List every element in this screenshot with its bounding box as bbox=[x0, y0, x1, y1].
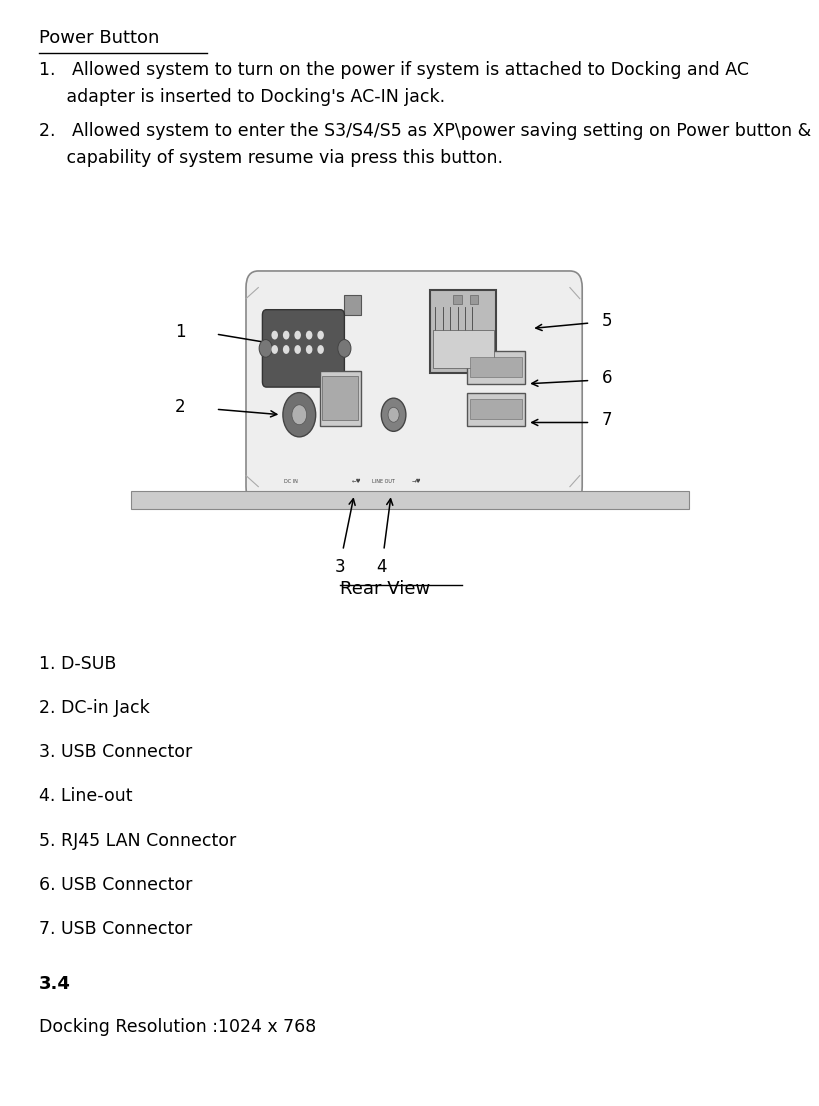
Circle shape bbox=[441, 296, 452, 312]
Bar bbox=[430, 291, 495, 374]
Circle shape bbox=[271, 345, 278, 354]
Bar bbox=[432, 331, 493, 367]
Text: →♥: →♥ bbox=[411, 479, 421, 483]
Circle shape bbox=[292, 405, 306, 425]
Text: 5: 5 bbox=[601, 312, 611, 330]
Text: 5. RJ45 LAN Connector: 5. RJ45 LAN Connector bbox=[38, 832, 236, 849]
Text: 3. USB Connector: 3. USB Connector bbox=[38, 743, 192, 761]
Circle shape bbox=[317, 345, 324, 354]
Text: 3: 3 bbox=[335, 559, 345, 576]
Circle shape bbox=[294, 331, 301, 340]
Text: 4: 4 bbox=[376, 559, 386, 576]
Circle shape bbox=[305, 345, 312, 354]
Text: Power Button: Power Button bbox=[38, 29, 159, 46]
Bar bbox=[467, 351, 524, 384]
Text: ←♥: ←♥ bbox=[351, 479, 361, 483]
Circle shape bbox=[283, 331, 289, 340]
Bar bbox=[467, 393, 524, 426]
Text: 7. USB Connector: 7. USB Connector bbox=[38, 920, 192, 938]
Bar bbox=[469, 399, 522, 419]
Circle shape bbox=[337, 340, 351, 357]
Circle shape bbox=[381, 398, 405, 431]
Text: 3.4: 3.4 bbox=[38, 975, 70, 993]
Circle shape bbox=[387, 407, 399, 422]
Text: 6: 6 bbox=[601, 369, 611, 387]
Text: 6. USB Connector: 6. USB Connector bbox=[38, 876, 192, 894]
FancyBboxPatch shape bbox=[262, 310, 344, 387]
Bar bbox=[469, 295, 477, 304]
FancyBboxPatch shape bbox=[246, 271, 581, 503]
Bar bbox=[344, 295, 360, 315]
Text: Docking Resolution :1024 x 768: Docking Resolution :1024 x 768 bbox=[38, 1018, 315, 1035]
Text: 1.   Allowed system to turn on the power if system is attached to Docking and AC: 1. Allowed system to turn on the power i… bbox=[38, 61, 748, 79]
Circle shape bbox=[283, 393, 315, 437]
Text: 1: 1 bbox=[175, 323, 185, 341]
Circle shape bbox=[317, 331, 324, 340]
Text: capability of system resume via press this button.: capability of system resume via press th… bbox=[38, 149, 502, 167]
Text: 4. Line-out: 4. Line-out bbox=[38, 787, 132, 805]
Bar bbox=[319, 371, 360, 426]
Bar bbox=[322, 376, 358, 420]
Text: 1. D-SUB: 1. D-SUB bbox=[38, 655, 115, 672]
Circle shape bbox=[271, 331, 278, 340]
Text: 2. DC-in Jack: 2. DC-in Jack bbox=[38, 699, 149, 717]
Bar bbox=[453, 295, 461, 304]
Text: DC IN: DC IN bbox=[284, 479, 297, 483]
Text: 7: 7 bbox=[601, 411, 611, 429]
Text: LINE OUT: LINE OUT bbox=[372, 479, 395, 483]
Text: Rear View: Rear View bbox=[340, 580, 430, 597]
Circle shape bbox=[305, 331, 312, 340]
Circle shape bbox=[294, 345, 301, 354]
Circle shape bbox=[259, 340, 272, 357]
Bar bbox=[131, 491, 688, 509]
Text: 2: 2 bbox=[175, 398, 185, 416]
Text: 2.   Allowed system to enter the S3/S4/S5 as XP\power saving setting on Power bu: 2. Allowed system to enter the S3/S4/S5 … bbox=[38, 122, 810, 139]
Text: adapter is inserted to Docking's AC-IN jack.: adapter is inserted to Docking's AC-IN j… bbox=[38, 88, 444, 106]
Bar bbox=[469, 357, 522, 377]
Circle shape bbox=[283, 345, 289, 354]
